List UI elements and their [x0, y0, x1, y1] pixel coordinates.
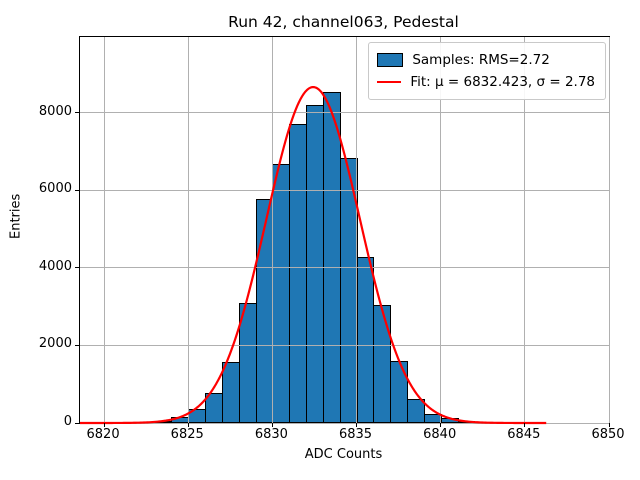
y-tick [75, 422, 79, 424]
legend-entry: Samples: RMS=2.72 [377, 49, 595, 71]
y-tick-label: 2000 [38, 336, 72, 352]
grid-line-vertical [103, 37, 105, 423]
x-tick [524, 423, 526, 427]
gaussian-fit-line [80, 85, 547, 425]
grid-line-vertical [271, 37, 273, 423]
grid-line-vertical [187, 37, 189, 423]
x-tick [271, 423, 273, 427]
x-axis-label: ADC Counts [304, 447, 383, 462]
x-tick [103, 423, 105, 427]
histogram-bar [407, 399, 425, 423]
x-tick-label: 6830 [254, 427, 288, 442]
y-axis-label: Entries [8, 193, 24, 239]
y-tick [75, 112, 79, 114]
grid-line-horizontal [80, 422, 609, 424]
legend: Samples: RMS=2.72 Fit: μ = 6832.423, σ = … [368, 42, 606, 100]
grid-line-vertical [356, 37, 358, 423]
y-tick [75, 189, 79, 191]
x-tick-label: 6850 [591, 427, 625, 442]
y-tick-label: 4000 [38, 258, 72, 274]
grid-line-horizontal [80, 344, 609, 346]
legend-entry: Fit: μ = 6832.423, σ = 2.78 [377, 71, 595, 93]
x-tick [608, 423, 610, 427]
plot-title: Run 42, channel063, Pedestal [228, 13, 459, 31]
grid-line-vertical [608, 37, 610, 423]
y-tick-label: 0 [63, 414, 72, 429]
y-tick [75, 344, 79, 346]
x-tick-label: 6820 [86, 427, 120, 442]
x-tick [440, 423, 442, 427]
y-tick [75, 267, 79, 269]
y-tick-label: 8000 [38, 103, 72, 119]
x-tick [187, 423, 189, 427]
legend-label: Fit: μ = 6832.423, σ = 2.78 [410, 74, 595, 90]
x-tick-label: 6840 [423, 427, 457, 442]
fit-curve [80, 85, 547, 425]
y-tick-label: 6000 [38, 181, 72, 197]
x-tick-label: 6835 [338, 427, 373, 442]
grid-line-vertical [524, 37, 526, 423]
grid-line-horizontal [80, 112, 609, 114]
legend-patch-swatch [377, 53, 404, 67]
plot-area [75, 36, 610, 427]
grid-line-horizontal [80, 267, 609, 269]
x-tick [356, 423, 358, 427]
grid-line-vertical [440, 37, 442, 423]
x-tick-label: 6845 [507, 427, 541, 442]
grid-line-horizontal [80, 189, 609, 191]
legend-label: Samples: RMS=2.72 [412, 52, 550, 68]
legend-line-swatch [377, 81, 402, 83]
x-tick-label: 6825 [170, 427, 204, 442]
